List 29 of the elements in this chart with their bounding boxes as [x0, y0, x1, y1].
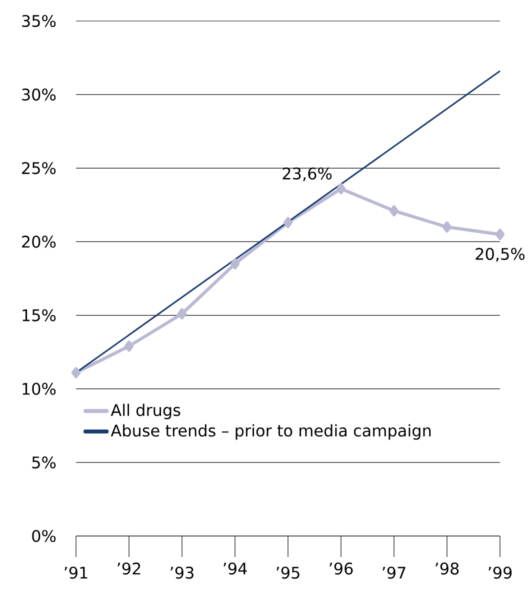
- y-tick-label: 30%: [22, 88, 56, 101]
- y-tick-label: 20%: [22, 236, 56, 248]
- data-label: 20,5%: [476, 248, 525, 262]
- x-tick-label: ’95: [276, 566, 300, 579]
- x-tick-label: ’91: [64, 566, 88, 579]
- x-tick-label: ’96: [330, 562, 353, 575]
- x-tick-label: ’97: [382, 566, 406, 579]
- point: [283, 216, 293, 228]
- point: [389, 205, 399, 216]
- y-tick-label: 10%: [22, 382, 56, 395]
- x-tick-label: ’99: [488, 566, 512, 579]
- point: [230, 258, 240, 270]
- point: [495, 228, 505, 240]
- point: [336, 183, 346, 194]
- legend-label: Abuse trends – prior to media campaign: [110, 424, 431, 440]
- y-tick-label: 35%: [22, 14, 56, 28]
- x-tick-label: ’98: [436, 562, 459, 575]
- point: [442, 221, 452, 233]
- x-tick-label: ’93: [170, 566, 194, 579]
- y-tick-label: 0%: [32, 530, 56, 542]
- point: [124, 340, 134, 352]
- legend-label: All drugs: [110, 404, 180, 420]
- point: [71, 367, 81, 378]
- y-tick-label: 15%: [22, 309, 56, 322]
- x-tick-label: ’94: [224, 562, 247, 575]
- x-tick-label: ’92: [118, 562, 140, 575]
- y-tick-label: 25%: [22, 162, 56, 174]
- y-tick-label: 5%: [32, 456, 56, 468]
- point: [177, 308, 187, 320]
